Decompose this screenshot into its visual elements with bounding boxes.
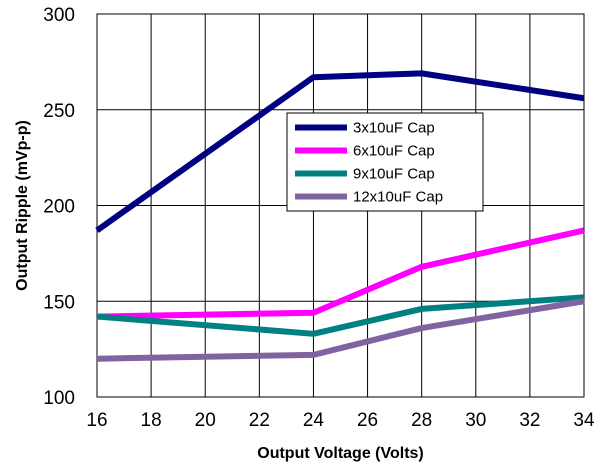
x-tick-label: 28 [411, 410, 432, 431]
y-tick-label: 150 [43, 292, 75, 313]
y-tick-label: 100 [43, 388, 75, 409]
x-tick-label: 34 [573, 410, 595, 431]
x-axis-title: Output Voltage (Volts) [257, 445, 424, 462]
series-lines [95, 70, 585, 362]
legend-label: 9x10uF Cap [353, 166, 435, 183]
x-tick-label: 22 [249, 410, 270, 431]
legend-label: 12x10uF Cap [353, 189, 443, 206]
x-tick-label: 32 [519, 410, 540, 431]
legend-label: 6x10uF Cap [353, 143, 435, 160]
plot-area-border [96, 13, 585, 398]
y-tick-label: 200 [43, 197, 75, 218]
y-axis-title: Output Ripple (mVp-p) [14, 120, 31, 291]
legend: 3x10uF Cap 6x10uF Cap 9x10uF Cap 12x10uF Ca… [286, 112, 484, 212]
x-tick-label: 16 [86, 410, 107, 431]
x-tick-label: 20 [195, 410, 216, 431]
x-tick-label: 26 [357, 410, 378, 431]
series-line-4 [96, 298, 585, 362]
series-line-1 [95, 70, 585, 233]
y-tick-label: 300 [43, 5, 75, 26]
series-line-2 [96, 227, 585, 320]
x-axis-tick-labels: 16 18 20 22 24 26 28 30 32 34 [86, 410, 595, 431]
x-tick-label: 30 [465, 410, 486, 431]
series-line-3 [96, 294, 585, 337]
x-tick-label: 18 [141, 410, 162, 431]
x-tick-label: 24 [303, 410, 325, 431]
y-tick-label: 250 [43, 101, 75, 122]
legend-label: 3x10uF Cap [353, 120, 435, 137]
y-axis-tick-labels: 100 150 200 250 300 [43, 5, 75, 409]
